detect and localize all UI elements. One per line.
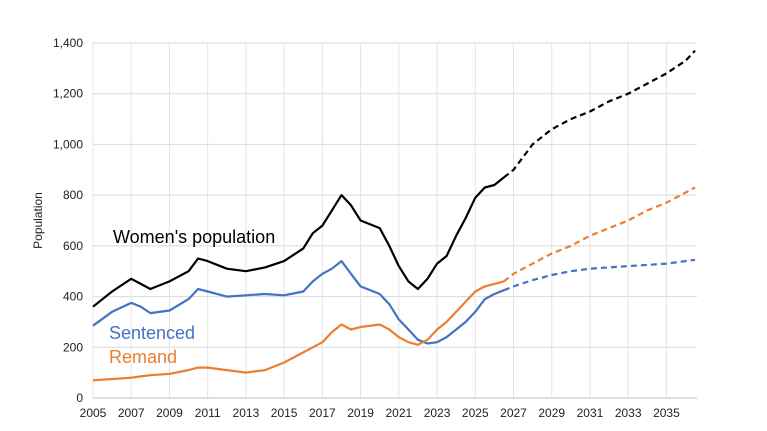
label-women: Women's population [113,227,275,247]
y-tick-label: 800 [63,188,83,202]
x-tick-label: 2033 [615,406,642,420]
y-tick-label: 1,000 [53,137,83,151]
x-tick-label: 2011 [195,406,221,420]
x-tick-label: 2009 [156,406,183,420]
series-lines [92,49,696,382]
label-sentenced: Sentenced [109,323,195,343]
x-tick-label: 2031 [577,406,604,420]
x-tick-label: 2005 [80,406,107,420]
x-tick-label: 2035 [653,406,680,420]
y-tick-label: 400 [63,290,83,304]
x-tick-label: 2013 [233,406,260,420]
y-tick-label: 600 [63,239,83,253]
y-axis-ticks: 0 200 400 600 800 1,000 1,200 1,400 [53,36,83,405]
y-tick-label: 1,400 [53,36,83,50]
series-line-projection [503,186,696,283]
label-remand: Remand [109,347,177,367]
x-tick-label: 2023 [424,406,451,420]
x-axis-ticks: 2005 2007 2009 2011 2013 2015 2017 2019 2021 2023… [80,406,680,420]
x-tick-label: 2029 [538,406,565,420]
x-tick-label: 2019 [347,406,374,420]
series-line-solid [92,260,505,345]
x-tick-label: 2017 [309,406,336,420]
x-tick-label: 2007 [118,406,145,420]
series-line-solid [92,176,505,308]
gridlines [92,42,697,399]
x-tick-label: 2027 [500,406,527,420]
y-tick-label: 1,200 [53,87,83,101]
y-axis-title: Population [31,192,45,249]
x-tick-label: 2021 [385,406,412,420]
series-line-projection [503,49,696,179]
x-tick-label: 2025 [462,406,489,420]
y-tick-label: 200 [63,340,83,354]
series-line-solid [92,280,505,382]
x-tick-label: 2015 [271,406,298,420]
y-tick-label: 0 [76,391,83,405]
